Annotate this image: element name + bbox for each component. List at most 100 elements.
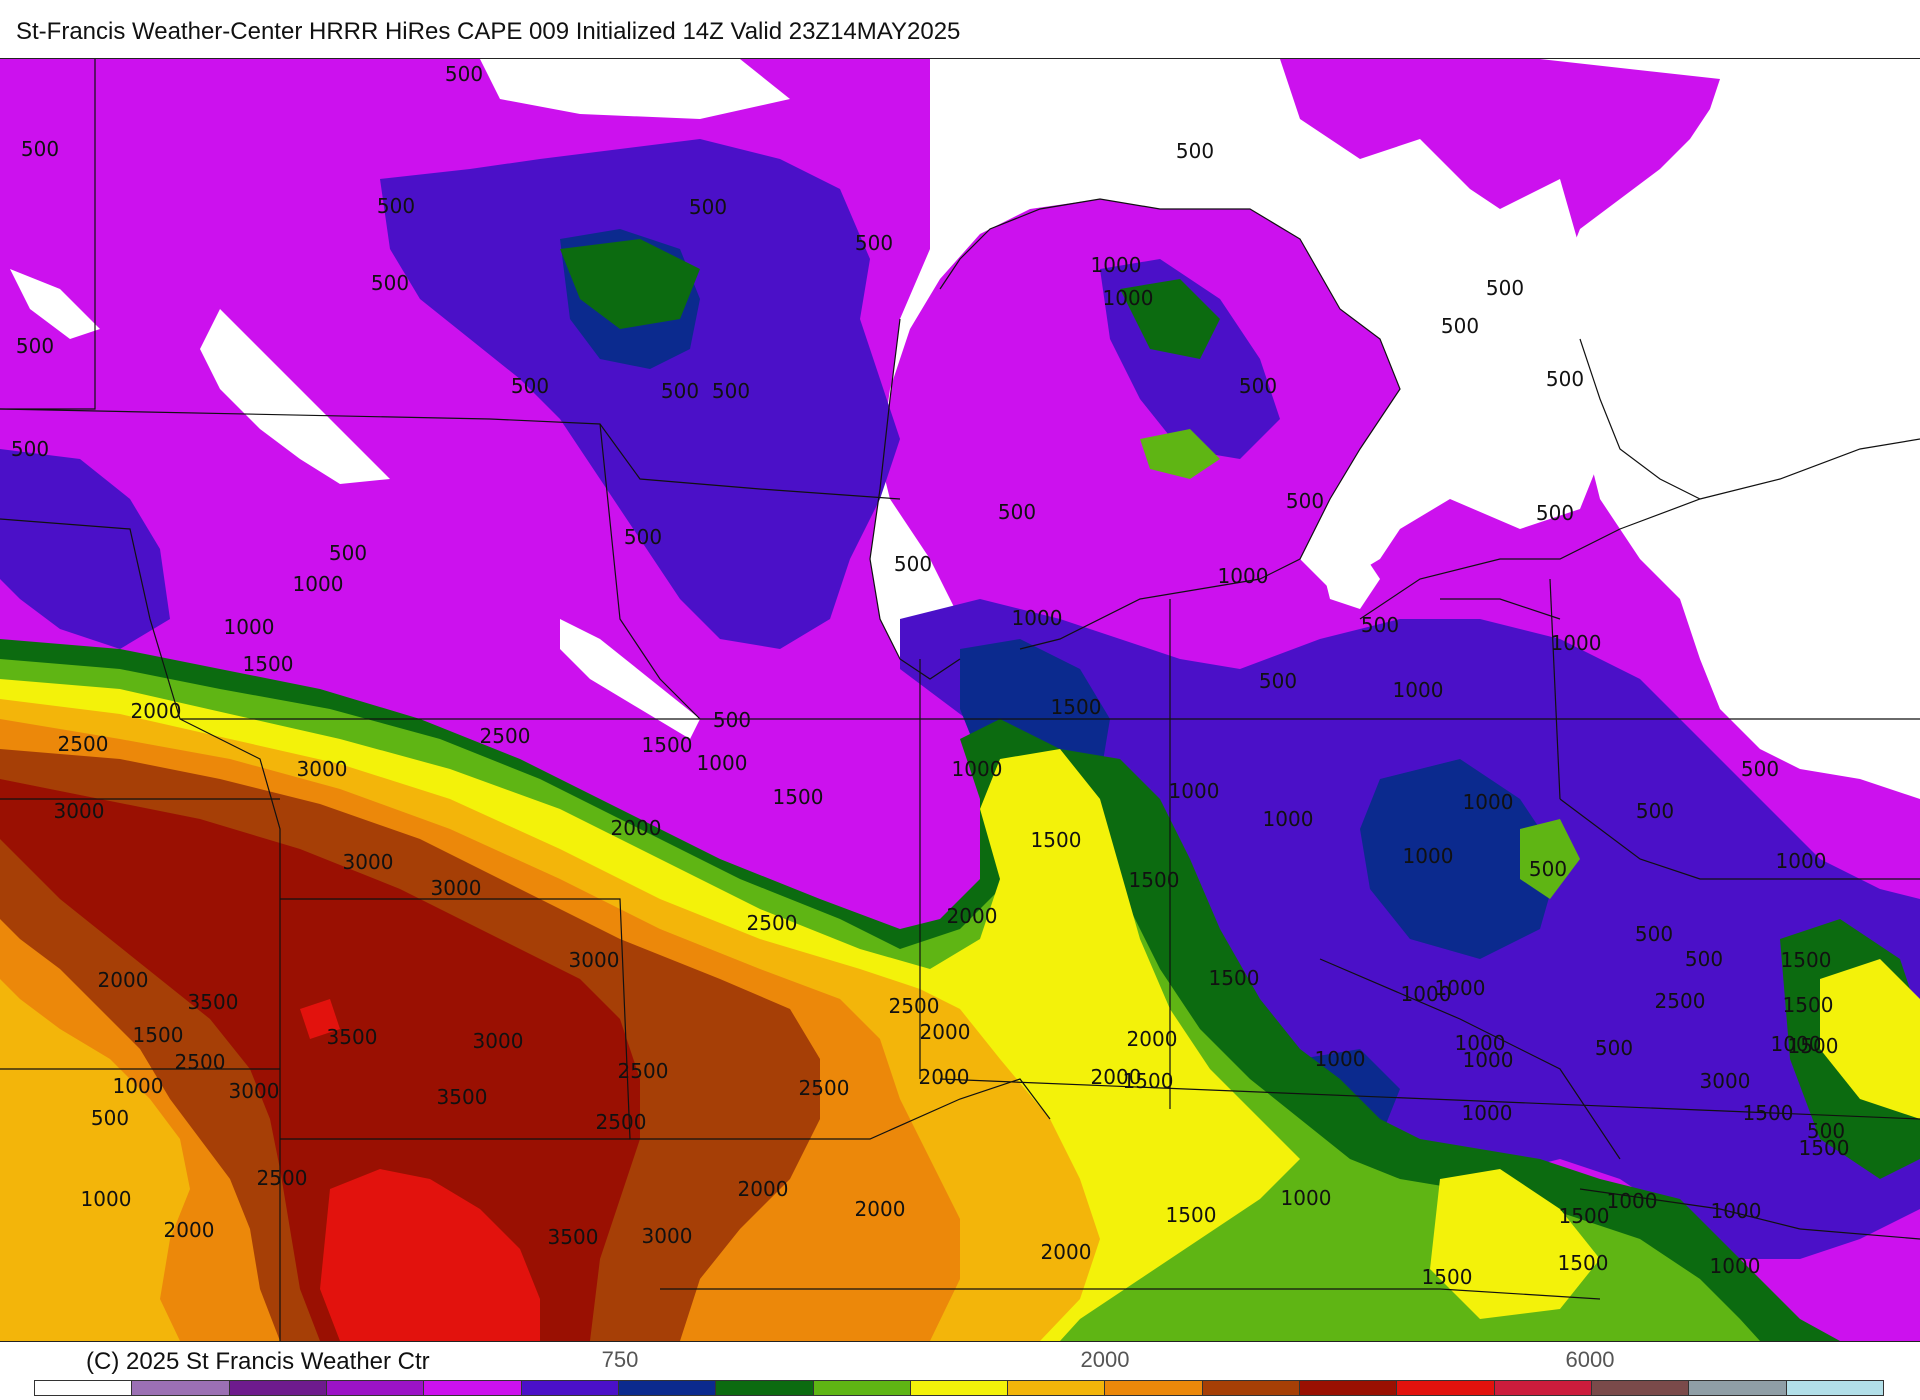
contour-label-2000: 2000 [1041,1240,1092,1264]
contour-label-500: 500 [689,195,727,219]
contour-label-500: 500 [1286,489,1324,513]
contour-label-500: 500 [1486,276,1524,300]
contour-label-2500: 2500 [1655,989,1706,1013]
contour-label-1000: 1000 [1012,606,1063,630]
colorbar-swatch [1202,1381,1301,1395]
contour-label-3500: 3500 [188,990,239,1014]
cape-map: 500 500 500 500 500 500 500 500 500 500 500 500 500 5… [0,58,1920,1342]
contour-label-500: 500 [377,194,415,218]
contour-label-3500: 3500 [437,1085,488,1109]
contour-label-500: 500 [1807,1119,1845,1143]
contour-label-2000: 2000 [1091,1065,1142,1089]
contour-label-500: 500 [661,379,699,403]
contour-label-2500: 2500 [747,911,798,935]
contour-label-1500: 1500 [1559,1204,1610,1228]
map-title: St-Francis Weather-Center HRRR HiRes CAP… [16,18,961,45]
cape-color-scale [34,1380,1884,1396]
contour-label-1000: 1000 [952,757,1003,781]
contour-label-500: 500 [1441,314,1479,338]
colorbar-swatch [618,1381,717,1395]
contour-label-1000: 1000 [1435,976,1486,1000]
contour-label-1000: 1000 [81,1187,132,1211]
cape-map-canvas: 500 500 500 500 500 500 500 500 500 500 500 500 500 5… [0,59,1920,1341]
contour-label-1000: 1000 [1463,790,1514,814]
contour-label-1500: 1500 [1031,828,1082,852]
colorbar-swatch [1592,1381,1690,1395]
contour-label-500: 500 [21,137,59,161]
contour-label-2500: 2500 [257,1166,308,1190]
contour-label-2000: 2000 [131,699,182,723]
contour-label-1000: 1000 [1463,1048,1514,1072]
contour-label-2000: 2000 [164,1218,215,1242]
contour-label-2500: 2500 [799,1076,850,1100]
contour-label-500: 500 [11,437,49,461]
contour-label-1000: 1000 [224,615,275,639]
cape-band-3500 [0,779,640,1341]
colorbar-swatch [1786,1381,1883,1395]
contour-label-2000: 2000 [738,1177,789,1201]
contour-label-500: 500 [713,708,751,732]
contour-label-1000: 1000 [1091,253,1142,277]
colorbar-swatch [132,1381,230,1395]
lake-shorelines [869,198,1920,680]
contour-label-1000: 1000 [1103,286,1154,310]
contour-label-2500: 2500 [175,1050,226,1074]
colorbar-swatch [229,1381,327,1395]
scale-tick-6000: 6000 [1565,1347,1615,1372]
contour-label-2000: 2000 [855,1197,906,1221]
contour-label-1000: 1000 [1169,779,1220,803]
contour-label-3000: 3000 [229,1079,280,1103]
contour-label-1000: 1000 [1401,982,1452,1006]
contour-label-2000: 2000 [611,816,662,840]
contour-label-1000: 1000 [1551,631,1602,655]
colorbar-swatch [813,1381,911,1395]
contour-label-1000: 1000 [1281,1186,1332,1210]
colorbar-swatch [35,1381,133,1395]
contour-label-500: 500 [855,231,893,255]
contour-label-1000: 1000 [1462,1101,1513,1125]
contour-label-500: 500 [1361,613,1399,637]
contour-label-1000: 1000 [1218,564,1269,588]
contour-label-1500: 1500 [1788,1034,1839,1058]
contour-label-1500: 1500 [1209,966,1260,990]
contour-label-1500: 1500 [1781,948,1832,972]
contour-label-1500: 1500 [1799,1136,1850,1160]
contour-label-500: 500 [1176,139,1214,163]
scale-tick-2000: 2000 [1080,1347,1130,1372]
contour-label-2000: 2000 [919,1065,970,1089]
contour-label-500: 500 [1741,757,1779,781]
colorbar-swatch [716,1381,814,1395]
contour-label-1500: 1500 [1129,868,1180,892]
contour-label-500: 500 [16,334,54,358]
contour-label-500: 500 [712,379,750,403]
contour-label-1000: 1000 [293,572,344,596]
contour-label-2000: 2000 [947,904,998,928]
contour-label-1500: 1500 [642,733,693,757]
contour-label-500: 500 [894,552,932,576]
contour-label-1500: 1500 [1783,993,1834,1017]
contour-label-500: 500 [1529,857,1567,881]
contour-label-3500: 3500 [548,1225,599,1249]
contour-label-1500: 1500 [1743,1101,1794,1125]
contour-label-1500: 1500 [1166,1203,1217,1227]
contour-label-500: 500 [1635,922,1673,946]
contour-label-1000: 1000 [1315,1047,1366,1071]
contour-label-500: 500 [1546,367,1584,391]
contour-label-3000: 3000 [343,850,394,874]
contour-label-1500: 1500 [1051,695,1102,719]
contour-label-1500: 1500 [773,785,824,809]
contour-label-1500: 1500 [133,1023,184,1047]
contour-label-3000: 3000 [297,757,348,781]
contour-label-1000: 1000 [1710,1254,1761,1278]
contour-label-2500: 2500 [618,1059,669,1083]
colorbar-swatch [521,1381,619,1395]
contour-label-3000: 3000 [642,1224,693,1248]
contour-label-2500: 2500 [480,724,531,748]
contour-label-1000: 1000 [1393,678,1444,702]
contour-label-1500: 1500 [1422,1265,1473,1289]
contour-label-500: 500 [1595,1036,1633,1060]
contour-label-1000: 1000 [1455,1031,1506,1055]
contour-label-1000: 1000 [697,751,748,775]
contour-label-1500: 1500 [1123,1069,1174,1093]
contour-label-3000: 3000 [1700,1069,1751,1093]
